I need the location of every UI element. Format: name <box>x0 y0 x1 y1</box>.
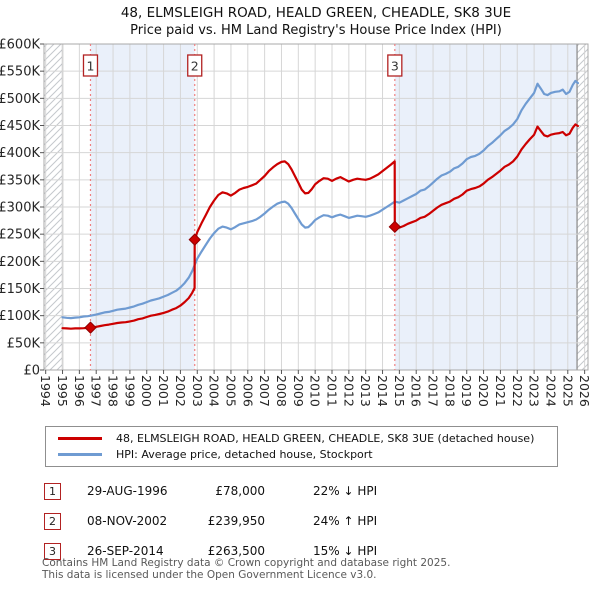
x-tick-label: 2013 <box>358 375 373 407</box>
page-title: 48, ELMSLEIGH ROAD, HEALD GREEN, CHEADLE… <box>120 5 512 21</box>
transaction-date: 26-SEP-2014 <box>87 544 164 558</box>
price-paid-line-swatch <box>58 436 102 440</box>
transaction-price: £263,500 <box>207 544 265 558</box>
sale-marker-2 <box>188 233 201 246</box>
sale-label-box-2 <box>187 54 203 77</box>
x-tick-label: 2024 <box>543 375 558 407</box>
hpi-line-swatch <box>58 452 102 456</box>
x-tick-label: 2023 <box>527 375 542 407</box>
transactions-table: 1 29-AUG-1996 £78,000 22% ↓ HPI 2 08-NOV… <box>44 476 584 566</box>
y-tick-label: £350K <box>0 173 40 188</box>
chart-legend: 48, ELMSLEIGH ROAD, HEALD GREEN, CHEADLE… <box>45 426 558 467</box>
transaction-vs-hpi: 22% ↓ HPI <box>313 484 378 498</box>
legend-label-hpi: HPI: Average price, detached house, Stoc… <box>116 447 373 461</box>
x-tick-label: 2000 <box>139 375 154 407</box>
axis-ticks <box>40 43 586 374</box>
sale-label-text-2: 2 <box>191 59 199 74</box>
x-tick-label: 2021 <box>493 375 508 407</box>
transaction-marker-2: 2 <box>44 512 61 530</box>
y-tick-label: £400K <box>0 146 40 161</box>
x-tick-label: 1994 <box>38 375 53 407</box>
legend-item-price-paid: 48, ELMSLEIGH ROAD, HEALD GREEN, CHEADLE… <box>46 430 557 446</box>
transaction-price: £239,950 <box>207 514 265 528</box>
x-tick-label: 2007 <box>257 375 272 407</box>
y-tick-label: £0 <box>23 364 40 379</box>
x-tick-label: 2016 <box>409 375 424 407</box>
x-tick-label: 1996 <box>72 375 87 407</box>
sale-marker-3 <box>388 220 402 234</box>
y-tick-label: £150K <box>0 282 40 297</box>
x-tick-label: 2020 <box>476 375 491 407</box>
x-tick-label: 2009 <box>291 375 306 407</box>
x-tick-label: 1995 <box>55 375 70 407</box>
x-tick-label: 2002 <box>173 375 188 407</box>
transaction-marker-3: 3 <box>44 542 61 560</box>
y-tick-label: £550K <box>0 65 40 80</box>
x-tick-label: 2001 <box>156 375 171 407</box>
sale-marker-1 <box>84 321 97 334</box>
sale-number-labels: 1 2 3 <box>82 54 403 77</box>
x-tick-label: 1997 <box>89 375 104 407</box>
y-tick-label: £50K <box>7 336 41 351</box>
transaction-row: 2 08-NOV-2002 £239,950 24% ↑ HPI <box>44 506 584 536</box>
x-tick-label: 2018 <box>442 375 457 407</box>
transaction-vs-hpi: 15% ↓ HPI <box>313 544 378 558</box>
x-tick-label: 2012 <box>341 375 356 407</box>
transaction-price: £78,000 <box>215 484 265 498</box>
y-tick-label: £200K <box>0 255 40 270</box>
x-tick-label: 2015 <box>392 375 407 407</box>
x-tick-label: 2010 <box>308 375 323 407</box>
hpi-line <box>61 79 580 320</box>
sale-label-text-3: 3 <box>391 59 399 74</box>
x-tick-label: 2003 <box>190 375 205 407</box>
x-tick-label: 2006 <box>240 375 255 407</box>
x-tick-label: 2025 <box>560 375 575 407</box>
chart-header: 48, ELMSLEIGH ROAD, HEALD GREEN, CHEADLE… <box>30 4 600 39</box>
license-footer: Contains HM Land Registry data © Crown c… <box>42 557 598 581</box>
transaction-marker-1: 1 <box>44 482 61 500</box>
transaction-date: 08-NOV-2002 <box>87 514 168 528</box>
y-tick-label: £500K <box>0 92 40 107</box>
x-tick-label: 1998 <box>106 375 121 407</box>
x-tick-label: 2014 <box>375 375 390 407</box>
y-axis-labels: £0 £50K £100K £150K £200K £250K £300K £350K £400… <box>0 38 40 379</box>
y-tick-label: £100K <box>0 309 40 324</box>
transaction-row: 1 29-AUG-1996 £78,000 22% ↓ HPI <box>44 476 584 506</box>
y-tick-label: £600K <box>0 38 40 53</box>
x-tick-label: 2005 <box>223 375 238 407</box>
price-paid-line <box>61 123 580 330</box>
transaction-vs-hpi: 24% ↑ HPI <box>313 514 378 528</box>
x-tick-label: 2008 <box>274 375 289 407</box>
footer-line-1: Contains HM Land Registry data © Crown c… <box>42 557 451 569</box>
y-tick-label: £300K <box>0 201 40 216</box>
sale-label-text-1: 1 <box>87 59 95 74</box>
x-tick-label: 1999 <box>122 375 137 407</box>
x-tick-label: 2017 <box>426 375 441 407</box>
sale-markers <box>84 220 402 334</box>
x-tick-label: 2022 <box>510 375 525 407</box>
x-tick-label: 2026 <box>577 375 592 407</box>
transaction-row: 3 26-SEP-2014 £263,500 15% ↓ HPI <box>44 536 584 566</box>
x-tick-label: 2019 <box>459 375 474 407</box>
x-tick-label: 2011 <box>325 375 340 407</box>
sale-label-box-1 <box>82 54 99 77</box>
legend-item-hpi: HPI: Average price, detached house, Stoc… <box>46 446 557 462</box>
x-tick-label: 2004 <box>207 375 222 407</box>
x-axis-labels: 1994 1995 1996 1997 1998 1999 2000 2001 2002 2003… <box>38 375 592 407</box>
sale-label-box-3 <box>387 54 403 77</box>
transaction-date: 29-AUG-1996 <box>87 484 168 498</box>
y-tick-label: £450K <box>0 119 40 134</box>
page-subtitle: Price paid vs. HM Land Registry's House … <box>130 23 502 38</box>
legend-label-price-paid: 48, ELMSLEIGH ROAD, HEALD GREEN, CHEADLE… <box>116 431 535 445</box>
footer-line-2: This data is licensed under the Open Gov… <box>42 569 377 581</box>
y-tick-label: £250K <box>0 228 40 243</box>
